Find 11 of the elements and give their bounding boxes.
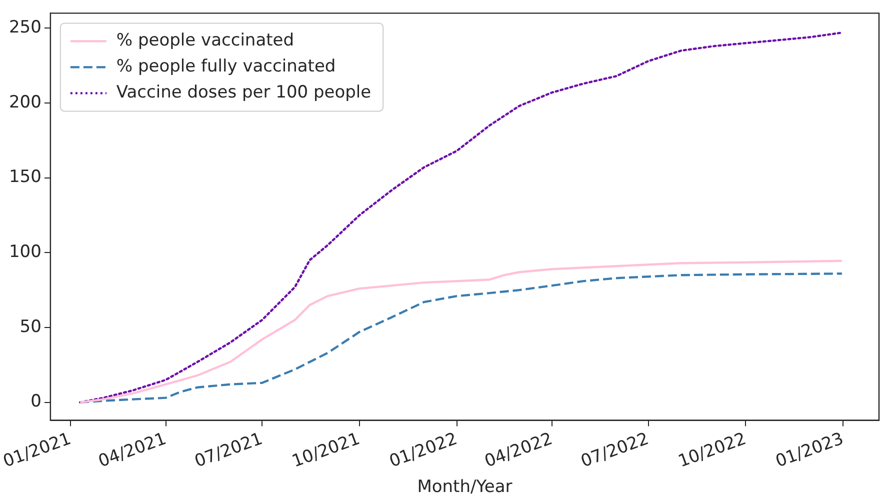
y-tick-label: 100	[8, 242, 42, 262]
legend-label: Vaccine doses per 100 people	[116, 82, 372, 103]
y-tick-label: 0	[30, 392, 42, 412]
line-series	[78, 32, 844, 404]
y-tick-label: 250	[8, 18, 42, 38]
legend-label: % people vaccinated	[116, 30, 294, 51]
y-tick-label: 50	[20, 316, 42, 337]
y-tick-label: 200	[8, 92, 42, 112]
y-tick-label: 150	[8, 167, 42, 188]
legend-label: % people fully vaccinated	[116, 56, 336, 77]
x-axis-title: Month/Year	[417, 477, 512, 498]
